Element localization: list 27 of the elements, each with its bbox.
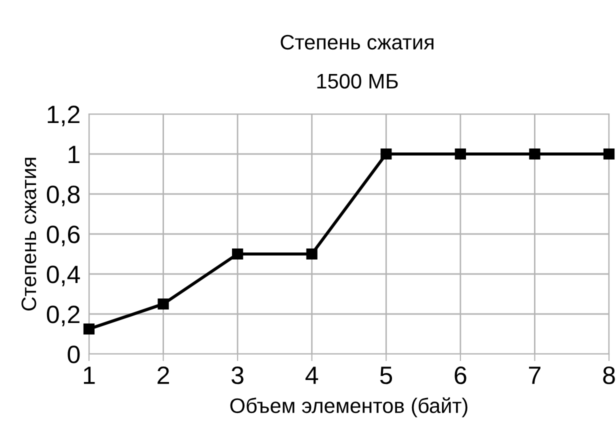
- point: [83, 323, 95, 335]
- y-tick-label: 1: [68, 146, 80, 164]
- x-tick-label: 3: [232, 366, 244, 384]
- point: [454, 148, 466, 160]
- x-axis-title: Объем элементов (байт): [230, 397, 468, 418]
- point: [529, 148, 540, 160]
- y-tick-label: 0,2: [46, 306, 80, 326]
- x-tick-label: 4: [305, 366, 318, 384]
- point: [306, 248, 318, 260]
- chart-subtitle: 1500 МБ: [317, 74, 398, 89]
- x-tick-label: 7: [529, 366, 540, 384]
- x-tick-label: 2: [158, 366, 169, 384]
- point: [380, 148, 392, 160]
- x-tick-label: 5: [380, 366, 392, 384]
- point: [603, 148, 615, 160]
- x-tick-label: 6: [454, 366, 466, 384]
- y-axis-title: Степень сжатия: [21, 158, 36, 310]
- x-tick-label: 1: [84, 366, 95, 384]
- y-tick-label: 1,2: [48, 106, 80, 126]
- point: [232, 248, 244, 260]
- y-tick-label: 0: [68, 346, 80, 364]
- x-tick-label: 8: [603, 366, 615, 384]
- point: [158, 298, 169, 310]
- y-tick-label: 0,8: [46, 186, 80, 206]
- chart-title: Степень сжатия: [280, 34, 434, 50]
- y-tick-label: 0,4: [46, 266, 80, 286]
- y-tick-label: 0,6: [46, 226, 80, 246]
